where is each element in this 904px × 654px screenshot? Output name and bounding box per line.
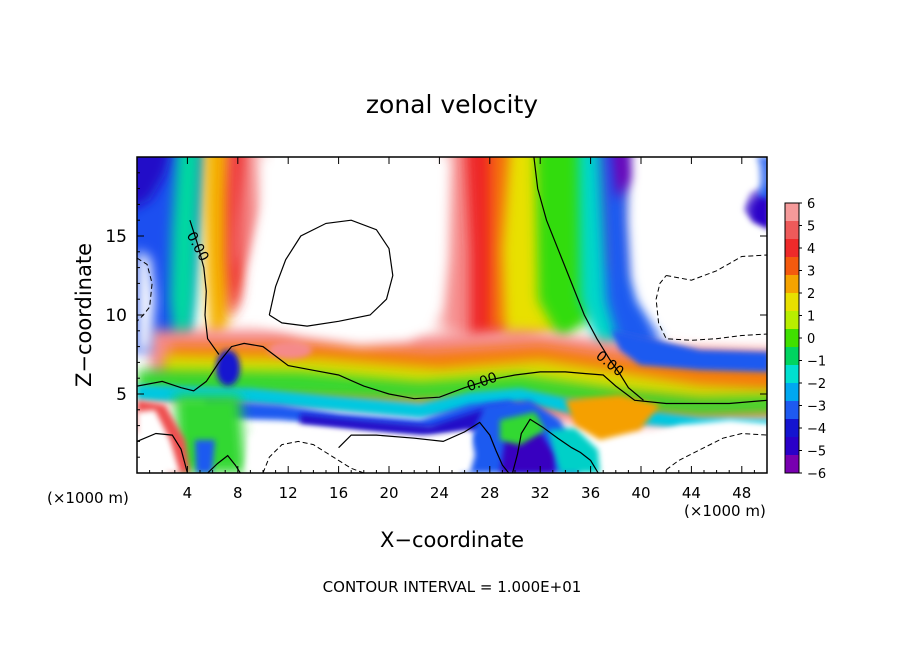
field-right-blue-band [612,330,767,372]
x-tick-label: 48 [732,484,751,502]
colorbar-tick-label: −5 [807,445,826,460]
y-axis-ticks: 5 10 15 [105,172,767,458]
colorbar-swatch [785,311,799,330]
x-tick-label: 36 [581,484,600,502]
x-unit-right: (×1000 m) [684,502,766,520]
field-right-top-purple [611,157,632,200]
zero-contour-line [268,219,394,327]
field-white-upper-right [632,157,767,335]
field-white-lower-right [612,420,767,473]
y-tick-label: 15 [105,227,127,247]
colorbar-tick-label: 2 [807,287,815,302]
negative-contour-line [665,432,767,471]
x-tick-label: 8 [233,484,243,502]
field-blue-plume [598,157,660,360]
colorbar-tick-label: 4 [807,242,815,257]
field-pink-left-column [236,157,262,270]
colorbar: 6 5 4 3 2 1 0 −1 −2 −3 −4 −5 −6 [784,197,826,482]
colorbar-tick-label: 6 [807,197,815,212]
field-white-left-mid [137,250,155,352]
colorbar-swatch [785,221,799,240]
colorbar-tick-label: 1 [807,310,815,325]
zero-contour-line [137,432,188,473]
y-tick-label: 10 [105,306,127,326]
zero-contour-line [207,454,241,473]
field-white-upper-center [252,157,448,345]
x-tick-label: 24 [430,484,449,502]
colorbar-swatch [785,455,799,474]
field-lower-band-deep-blue [300,408,510,436]
colorbar-swatch [785,437,799,456]
colorbar-swatch [785,401,799,420]
contour-interval-footer: CONTOUR INTERVAL = 1.000E+01 [323,578,582,596]
colorbar-swatch [785,329,799,348]
colorbar-tick-label: 3 [807,265,815,280]
y-axis-label: Z−coordinate [72,243,96,387]
field-warm-pocket [268,341,312,359]
field-deep-negative-upper-left [137,157,171,207]
colorbar-tick-label: 5 [807,220,815,235]
x-unit-left: (×1000 m) [47,489,129,507]
colorbar-swatch [785,203,799,222]
x-axis-label: X−coordinate [380,528,524,552]
x-tick-label: 28 [480,484,499,502]
field-left-lower-column [175,395,246,473]
x-tick-label: 4 [183,484,193,502]
y-tick-label: 5 [116,385,127,405]
colorbar-swatch [785,293,799,312]
zero-contour-line [189,220,220,355]
x-axis-ticks: 4 8 12 16 20 24 28 32 36 40 44 48 [149,157,755,502]
colorbar-tick-label: −2 [807,377,826,392]
x-tick-label: 12 [279,484,298,502]
colorbar-tick-label: 0 [807,332,815,347]
zero-contour-line [338,421,510,473]
x-tick-label: 20 [379,484,398,502]
negative-contour-line [655,254,767,341]
zero-contour-line [511,418,599,473]
colorbar-swatch [785,239,799,258]
colorbar-swatch [785,365,799,384]
colorbar-tick-label: −6 [807,467,826,482]
field-bottom-green-blob [500,412,545,445]
chart-title: zonal velocity [366,90,538,119]
zero-contour-line [137,342,767,405]
field-left-lower-blue [195,440,215,473]
contour-lines [137,157,767,473]
x-tick-label: 16 [329,484,348,502]
field-negative-pocket [216,350,240,386]
x-tick-label: 40 [631,484,650,502]
field-bottom-warm-blob [565,395,660,440]
colorbar-tick-label: −1 [807,355,826,370]
field-white-left-lower [137,410,180,473]
zero-contour-line [533,157,644,401]
colorbar-tick-label: −3 [807,400,826,415]
colorbar-swatch [785,383,799,402]
colorbar-swatch [785,275,799,294]
negative-contour-line [137,257,153,322]
x-tick-label: 44 [682,484,701,502]
colorbar-swatch [785,257,799,276]
heatmap-field [137,157,767,473]
negative-contour-line [262,440,364,473]
field-band-left-column [170,157,202,345]
colorbar-swatch [785,419,799,438]
field-bottom-cyan-blob [548,428,600,473]
colorbar-tick-label: −4 [807,422,826,437]
x-tick-label: 32 [531,484,550,502]
field-white-lower-center [245,425,475,473]
colorbar-swatch [785,347,799,366]
